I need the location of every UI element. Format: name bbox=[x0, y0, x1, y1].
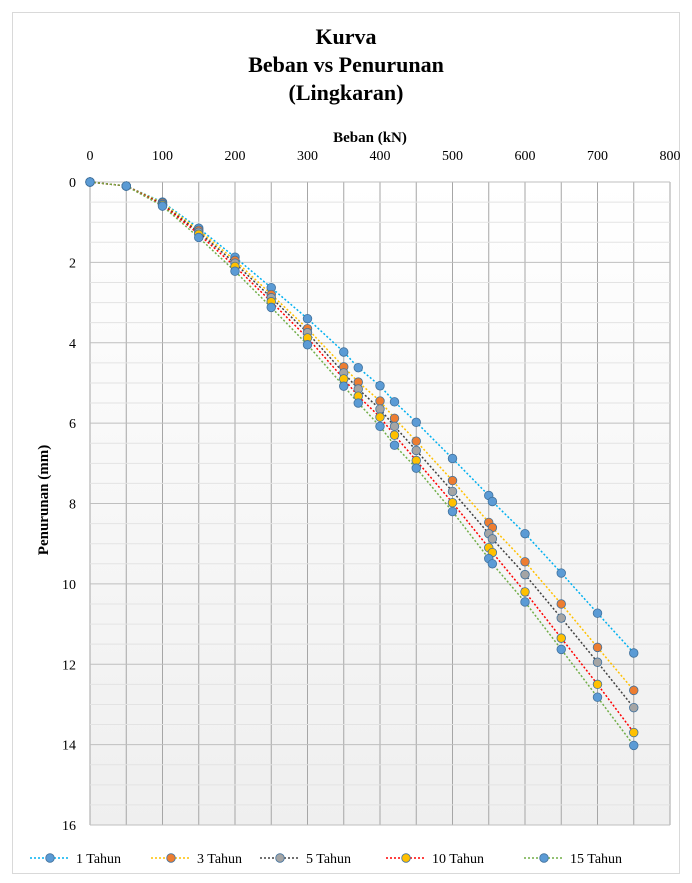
data-point bbox=[487, 496, 498, 507]
data-point bbox=[592, 692, 603, 702]
y-tick-label: 10 bbox=[62, 578, 76, 593]
data-point bbox=[556, 644, 566, 655]
data-point bbox=[520, 528, 530, 539]
x-tick-label: 400 bbox=[370, 149, 391, 164]
data-point bbox=[487, 534, 498, 544]
data-point bbox=[447, 506, 458, 517]
legend-label: 15 Tahun bbox=[570, 852, 622, 867]
ticks: 0 100 200 300 400 500 600 700 800 0 2 4 6 8 10 12 14 16 bbox=[62, 149, 681, 834]
x-tick-label: 0 bbox=[87, 149, 94, 164]
y-tick-label: 2 bbox=[69, 256, 76, 271]
data-point bbox=[520, 597, 530, 607]
data-point bbox=[375, 404, 385, 414]
data-point bbox=[556, 599, 566, 609]
data-point bbox=[592, 608, 603, 618]
data-point bbox=[389, 421, 400, 432]
data-point bbox=[339, 381, 349, 391]
legend-label: 5 Tahun bbox=[306, 852, 351, 867]
data-point bbox=[556, 613, 566, 623]
x-tick-label: 200 bbox=[225, 149, 246, 164]
data-point bbox=[629, 727, 639, 738]
data-point bbox=[447, 453, 458, 464]
data-point bbox=[411, 436, 421, 446]
data-point bbox=[194, 232, 204, 243]
legend-item: 15 Tahun bbox=[524, 852, 622, 867]
x-tick-label: 600 bbox=[515, 149, 536, 164]
y-tick-label: 16 bbox=[62, 819, 76, 834]
data-point bbox=[375, 396, 385, 406]
data-point bbox=[411, 417, 421, 428]
data-point bbox=[121, 181, 131, 191]
y-tick-label: 4 bbox=[69, 337, 76, 352]
data-point bbox=[353, 362, 363, 373]
legend-marker bbox=[275, 853, 285, 863]
data-point bbox=[592, 679, 603, 690]
data-point bbox=[629, 685, 639, 696]
series-markers-4 bbox=[85, 177, 639, 751]
data-point bbox=[629, 740, 639, 751]
y-axis-label: Penurunan (mm) bbox=[36, 445, 52, 555]
legend-item: 10 Tahun bbox=[386, 852, 484, 867]
data-point bbox=[411, 463, 421, 473]
legend-label: 10 Tahun bbox=[432, 852, 484, 867]
data-point bbox=[629, 702, 639, 713]
data-point bbox=[375, 412, 385, 422]
data-point bbox=[592, 657, 603, 667]
x-axis-label: Beban (kN) bbox=[333, 130, 407, 146]
x-tick-label: 500 bbox=[442, 149, 463, 164]
data-point bbox=[353, 398, 363, 408]
data-point bbox=[389, 413, 400, 424]
x-tick-label: 100 bbox=[152, 149, 173, 164]
y-tick-label: 8 bbox=[69, 498, 76, 513]
legend-marker bbox=[166, 853, 176, 863]
legend-label: 1 Tahun bbox=[76, 852, 121, 867]
legend: 1 Tahun 3 Tahun 5 Tahun 10 Tahun 15 Tahun bbox=[30, 852, 622, 867]
chart-title-line-2: Beban vs Penurunan bbox=[248, 52, 444, 77]
x-tick-label: 800 bbox=[660, 149, 681, 164]
data-point bbox=[389, 397, 400, 407]
chart-title-line-1: Kurva bbox=[315, 24, 376, 49]
data-point bbox=[157, 201, 168, 211]
titles: Kurva Beban vs Penurunan (Lingkaran) Beb… bbox=[36, 24, 444, 555]
data-point bbox=[592, 642, 603, 653]
data-point bbox=[339, 347, 349, 357]
data-point bbox=[520, 569, 530, 580]
data-point bbox=[556, 633, 566, 643]
data-point bbox=[447, 475, 458, 486]
x-tick-label: 700 bbox=[587, 149, 608, 164]
data-point bbox=[556, 568, 566, 578]
data-point bbox=[447, 497, 458, 508]
data-point bbox=[520, 557, 530, 567]
y-tick-label: 12 bbox=[62, 658, 76, 673]
data-point bbox=[266, 302, 276, 313]
chart-title-line-3: (Lingkaran) bbox=[289, 80, 404, 105]
legend-item: 3 Tahun bbox=[151, 852, 242, 867]
data-point bbox=[411, 445, 421, 456]
legend-item: 5 Tahun bbox=[260, 852, 351, 867]
data-point bbox=[520, 587, 530, 597]
data-point bbox=[447, 486, 458, 497]
y-tick-label: 14 bbox=[62, 739, 76, 754]
data-point bbox=[389, 430, 400, 440]
data-point bbox=[389, 440, 400, 450]
data-point bbox=[302, 313, 313, 324]
data-point bbox=[302, 340, 313, 350]
data-point bbox=[85, 177, 95, 187]
data-point bbox=[375, 381, 385, 391]
data-point bbox=[375, 421, 385, 432]
x-tick-label: 300 bbox=[297, 149, 318, 164]
legend-marker bbox=[401, 853, 411, 863]
legend-marker bbox=[45, 853, 55, 863]
legend-label: 3 Tahun bbox=[197, 852, 242, 867]
series-layer bbox=[85, 177, 639, 751]
data-point bbox=[487, 559, 498, 569]
y-tick-label: 6 bbox=[69, 417, 76, 432]
data-point bbox=[230, 266, 240, 276]
legend-marker bbox=[539, 853, 549, 863]
legend-item: 1 Tahun bbox=[30, 852, 121, 867]
data-point bbox=[629, 648, 639, 658]
y-tick-label: 0 bbox=[69, 176, 76, 191]
